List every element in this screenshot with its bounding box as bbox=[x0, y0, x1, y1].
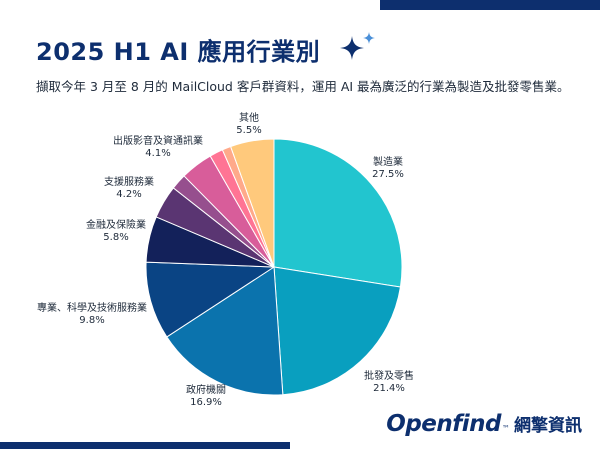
slice-value-label: 5.5% bbox=[236, 125, 261, 136]
chart-title: 2025 H1 AI 應用行業別 bbox=[36, 38, 321, 66]
top-accent-bar bbox=[380, 0, 600, 10]
slice-value-label: 21.4% bbox=[373, 383, 405, 394]
slice-value-label: 5.8% bbox=[103, 232, 128, 243]
slice-value-label: 4.2% bbox=[116, 189, 141, 200]
sparkle-small bbox=[363, 32, 375, 44]
sparkle-icon bbox=[340, 32, 375, 60]
logo-company: 網擎資訊 bbox=[514, 416, 582, 436]
chart-subtitle: 擷取今年 3 月至 8 月的 MailCloud 客戶群資料，運用 AI 最為廣… bbox=[36, 79, 570, 94]
slice-value-label: 16.9% bbox=[190, 397, 222, 408]
bottom-accent-bar bbox=[0, 442, 290, 449]
slice-label: 政府機關 bbox=[186, 383, 226, 396]
slice-label: 製造業 bbox=[373, 155, 403, 168]
sparkle-large bbox=[340, 36, 364, 60]
pie-slice bbox=[230, 138, 275, 268]
slice-value-label: 27.5% bbox=[372, 169, 404, 180]
slice-label: 金融及保險業 bbox=[86, 218, 146, 231]
slice-label: 其他 bbox=[239, 111, 259, 124]
slice-label: 專業、科學及技術服務業 bbox=[37, 301, 147, 314]
pie-slice bbox=[145, 261, 276, 338]
slice-value-label: 4.1% bbox=[145, 148, 170, 159]
logo-trademark: ™ bbox=[502, 424, 510, 433]
openfind-logo: Openfind ™ 網擎資訊 bbox=[386, 411, 582, 437]
slice-value-label: 9.8% bbox=[79, 315, 104, 326]
slice-label: 出版影音及資通訊業 bbox=[113, 134, 203, 147]
pie-slice bbox=[273, 266, 401, 396]
pie-slice bbox=[273, 138, 403, 288]
pie-slice bbox=[166, 266, 284, 396]
logo-brand: Openfind bbox=[386, 411, 501, 437]
slice-label: 支援服務業 bbox=[104, 175, 154, 188]
slice-label: 批發及零售 bbox=[364, 369, 414, 382]
